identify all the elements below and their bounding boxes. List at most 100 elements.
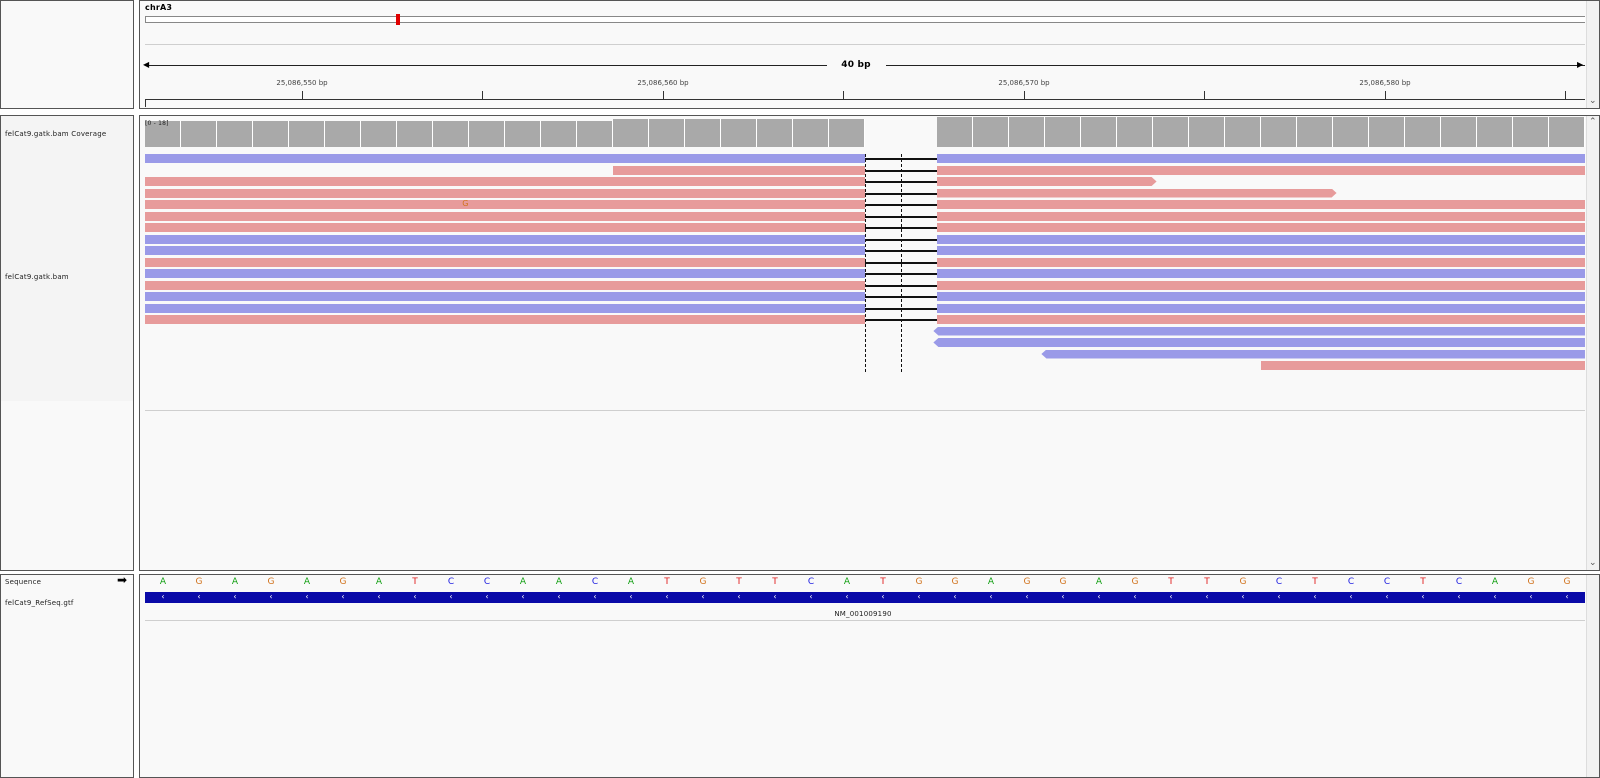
coverage-bar [1225, 117, 1261, 147]
aligned-read[interactable] [145, 257, 865, 267]
aligned-read[interactable] [937, 257, 1585, 267]
strand-chevron-icon: ‹ [197, 592, 201, 601]
strand-chevron-icon: ‹ [1349, 592, 1353, 601]
aligned-read[interactable] [145, 246, 865, 255]
ruler-major-tick [663, 91, 664, 99]
ideogram-separator [145, 44, 1585, 45]
sequence-base: G [1527, 577, 1535, 587]
coverage-bar [1549, 117, 1585, 147]
data-scrollbar[interactable]: ⌃ ⌄ [1586, 116, 1599, 570]
chevron-down-icon[interactable]: ⌄ [1589, 558, 1597, 568]
coverage-bar [829, 119, 865, 147]
ruler-major-tick [1385, 91, 1386, 99]
strand-chevron-icon: ‹ [1025, 592, 1029, 601]
aligned-read[interactable] [933, 326, 1585, 336]
aligned-read[interactable] [937, 303, 1585, 313]
aligned-read[interactable] [937, 292, 1585, 301]
gene-track-separator [145, 620, 1585, 621]
aligned-read[interactable] [1041, 349, 1585, 359]
locus-marker [396, 14, 400, 25]
strand-chevron-icon: ‹ [233, 592, 237, 601]
aligned-read[interactable] [937, 189, 1337, 198]
coverage-track-name[interactable]: felCat9.gatk.bam Coverage [5, 130, 107, 138]
header-name-panel [0, 0, 134, 109]
aligned-read[interactable] [937, 246, 1585, 255]
sequence-base: G [699, 577, 707, 587]
ruler-minor-tick [843, 91, 844, 99]
coverage-bar [181, 121, 217, 147]
strand-chevron-icon: ‹ [1457, 592, 1461, 601]
strand-chevron-icon: ‹ [1205, 592, 1209, 601]
strand-chevron-icon: ‹ [305, 592, 309, 601]
ruler-major-tick [1024, 91, 1025, 99]
ruler-tick-label: 25,086,560 bp [637, 79, 689, 87]
aligned-read[interactable] [1261, 361, 1585, 370]
strand-arrow-icon[interactable]: ➡ [117, 573, 128, 587]
aligned-read[interactable] [145, 315, 865, 324]
coverage-bar [361, 121, 397, 147]
coverage-bar [289, 121, 325, 147]
chevron-up-icon[interactable]: ⌃ [1589, 117, 1597, 127]
aligned-read[interactable] [145, 234, 865, 244]
sequence-base: T [1168, 577, 1174, 587]
chromosome-label: chrA3 [145, 3, 173, 12]
aligned-read[interactable] [145, 280, 865, 290]
aligned-read[interactable] [937, 280, 1585, 290]
chromosome-ideogram[interactable] [145, 16, 1585, 23]
strand-chevron-icon: ‹ [269, 592, 273, 601]
coverage-bar [505, 121, 541, 147]
aligned-read[interactable] [145, 303, 865, 313]
gene-feature[interactable]: ‹ ‹ ‹ ‹ ‹ ‹ ‹ ‹ ‹ ‹ ‹ ‹ ‹ ‹ ‹ ‹ ‹ ‹ ‹ ‹ ‹ ‹ ‹ ‹ ‹ ‹ ‹ ‹ ‹ ‹ ‹ ‹ ‹ ‹ ‹ ‹ ‹ ‹ ‹ ‹ [145, 592, 1585, 603]
feature-scrollbar[interactable] [1586, 575, 1599, 777]
bam-track-name[interactable]: felCat9.gatk.bam [5, 273, 69, 281]
sequence-base: G [1023, 577, 1031, 587]
coverage-bar [1189, 117, 1225, 147]
chevron-down-icon[interactable]: ⌄ [1589, 96, 1597, 106]
aligned-read[interactable] [937, 177, 1157, 186]
sequence-base: A [987, 577, 995, 587]
gene-track-name[interactable]: felCat9_RefSeq.gtf [5, 599, 74, 607]
aligned-read[interactable] [937, 234, 1585, 244]
aligned-read[interactable] [937, 315, 1585, 324]
coverage-bar [1045, 117, 1081, 147]
sequence-base: C [807, 577, 815, 587]
aligned-read[interactable] [937, 211, 1585, 221]
alignment-track[interactable]: G [145, 154, 1585, 454]
aligned-read[interactable] [937, 223, 1585, 232]
sequence-track-name[interactable]: Sequence [5, 578, 42, 586]
aligned-read[interactable] [145, 223, 865, 232]
deletion-guide-line [901, 154, 902, 372]
strand-chevron-icon: ‹ [953, 592, 957, 601]
strand-chevron-icon: ‹ [1133, 592, 1137, 601]
sequence-base: T [412, 577, 418, 587]
sequence-base: A [375, 577, 383, 587]
sequence-base: T [736, 577, 742, 587]
aligned-read[interactable] [145, 177, 865, 186]
coverage-bar [1297, 117, 1333, 147]
aligned-read[interactable] [937, 154, 1585, 163]
aligned-read[interactable] [145, 211, 865, 221]
aligned-read[interactable] [145, 154, 865, 163]
sequence-base: C [447, 577, 455, 587]
aligned-read[interactable] [145, 292, 865, 301]
aligned-read[interactable] [613, 165, 865, 175]
aligned-read[interactable] [937, 165, 1585, 175]
coverage-bar [721, 119, 757, 147]
ruler-minor-tick [1565, 91, 1566, 99]
span-label: 40 bp [841, 60, 871, 70]
sequence-base: A [303, 577, 311, 587]
strand-chevron-icon: ‹ [1097, 592, 1101, 601]
aligned-read[interactable] [145, 269, 865, 278]
sequence-base: G [339, 577, 347, 587]
coverage-bar [757, 119, 793, 147]
aligned-read[interactable] [937, 200, 1585, 209]
sequence-base: G [915, 577, 923, 587]
aligned-read[interactable] [937, 269, 1585, 278]
aligned-read[interactable] [933, 338, 1585, 347]
coverage-track[interactable] [145, 116, 1585, 151]
aligned-read[interactable] [145, 188, 865, 198]
header-scrollbar[interactable]: ⌄ [1586, 1, 1599, 108]
aligned-read[interactable] [145, 200, 865, 209]
